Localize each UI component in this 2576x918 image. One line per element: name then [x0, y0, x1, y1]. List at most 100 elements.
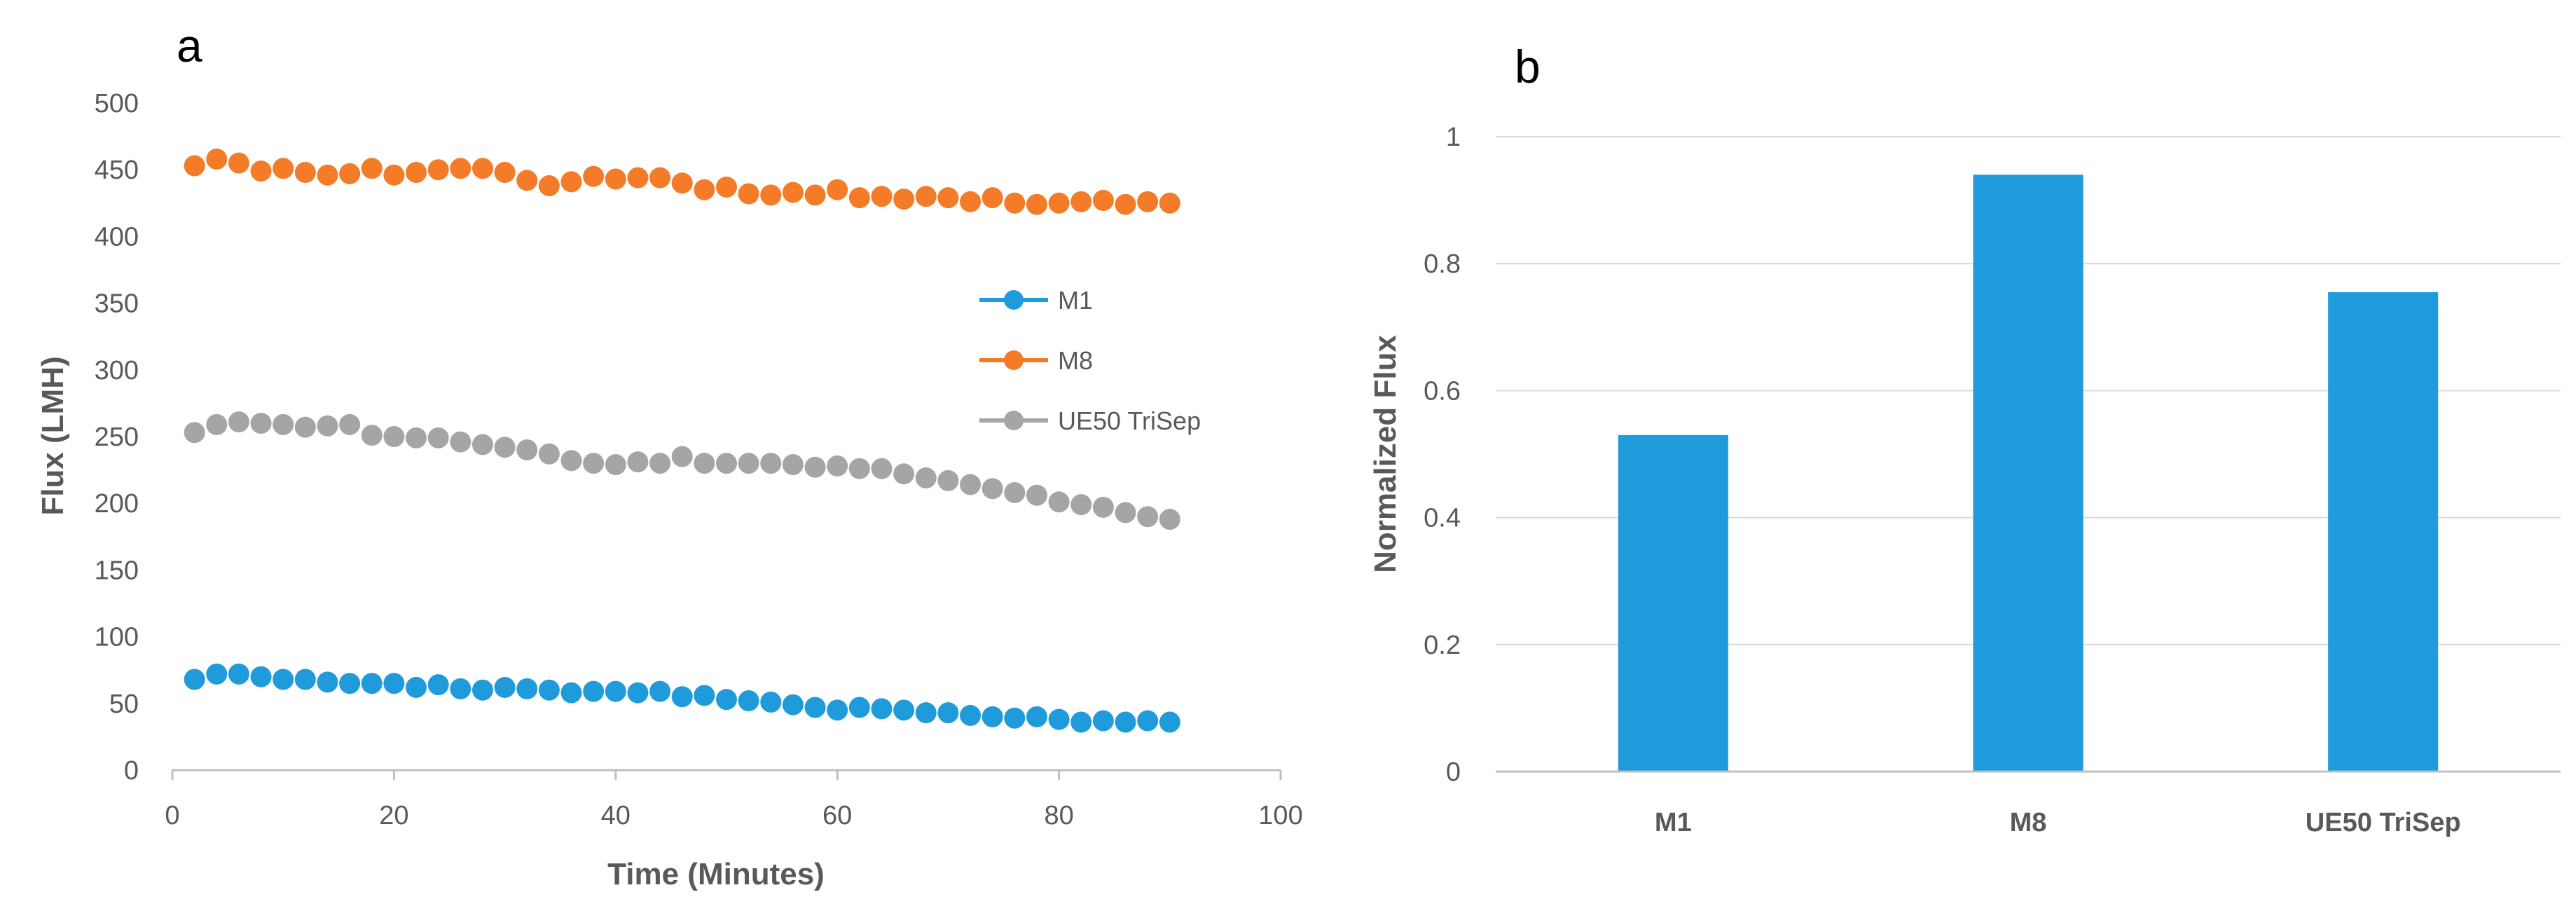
- panel-b-label: b: [1515, 41, 1541, 93]
- panel-a-y-tick-label: 50: [109, 690, 139, 719]
- data-point: [827, 699, 848, 721]
- bar-m8: [1973, 174, 2083, 772]
- panel-a-y-tick-label: 200: [95, 489, 139, 519]
- panel-a-y-tick-label: 350: [95, 289, 139, 319]
- data-point: [294, 162, 316, 184]
- data-point: [228, 411, 249, 433]
- data-point: [848, 187, 870, 209]
- panel-a-y-tick-label: 300: [95, 356, 139, 385]
- panel-b-category-label: M1: [1655, 808, 1692, 837]
- panel-b-y-axis-title: Normalized Flux: [1368, 335, 1403, 573]
- data-point: [937, 187, 959, 209]
- data-point: [716, 689, 737, 711]
- data-point: [560, 171, 582, 193]
- data-point: [406, 162, 427, 184]
- panel-b-category-label: UE50 TriSep: [2306, 808, 2461, 837]
- data-point: [937, 702, 959, 724]
- data-point: [317, 415, 338, 437]
- panel-a-x-tick-label: 40: [601, 801, 631, 830]
- series-ue50-trisep: [184, 411, 1180, 530]
- data-point: [317, 671, 338, 693]
- data-point: [273, 413, 294, 435]
- data-point: [915, 467, 937, 489]
- data-point: [760, 453, 782, 474]
- panel-b-category-label: M8: [2010, 808, 2047, 837]
- data-point: [516, 439, 538, 461]
- panel-b-category-labels: M1 M8 UE50 TriSep: [1655, 808, 2461, 837]
- data-point: [760, 184, 782, 206]
- data-point: [471, 434, 493, 455]
- panel-a-y-tick-label: 250: [95, 423, 139, 452]
- panel-b-y-tick-label: 1: [1446, 123, 1461, 152]
- data-point: [848, 458, 870, 479]
- data-point: [915, 186, 937, 207]
- data-point: [982, 478, 1003, 500]
- data-point: [782, 453, 804, 475]
- data-point: [627, 167, 649, 189]
- panel-a-x-axis-title: Time (Minutes): [607, 857, 825, 891]
- panel-b-y-tick-label: 0.2: [1424, 631, 1461, 660]
- data-point: [1115, 502, 1136, 523]
- data-point: [1092, 710, 1114, 732]
- data-point: [893, 463, 915, 485]
- data-point: [1159, 192, 1180, 214]
- data-point: [206, 148, 228, 170]
- data-point: [1004, 707, 1026, 729]
- panel-b-y-tick-label: 0.6: [1424, 376, 1461, 406]
- data-point: [1092, 189, 1114, 211]
- panel-a-label: a: [177, 20, 202, 71]
- panel-a-x-tick-label: 100: [1258, 801, 1302, 830]
- data-point: [871, 698, 893, 720]
- data-point: [1070, 191, 1092, 212]
- panel-a-y-tick-label: 0: [124, 756, 139, 786]
- data-point: [960, 704, 982, 726]
- bar-m1: [1618, 434, 1728, 772]
- data-point: [1159, 711, 1180, 733]
- data-point: [893, 189, 915, 210]
- panel-a-y-tick-label: 450: [95, 156, 139, 185]
- data-point: [450, 431, 471, 453]
- data-point: [273, 158, 294, 179]
- data-point: [627, 682, 649, 704]
- data-point: [804, 456, 826, 478]
- data-point: [893, 699, 915, 721]
- data-point: [738, 690, 759, 711]
- data-point: [760, 691, 782, 713]
- data-point: [1159, 509, 1180, 530]
- data-point: [716, 453, 737, 474]
- data-point: [339, 163, 361, 184]
- data-point: [583, 453, 605, 474]
- data-point: [339, 673, 361, 694]
- data-point: [206, 663, 228, 685]
- legend-label: M8: [1058, 346, 1093, 375]
- data-point: [427, 674, 449, 696]
- data-point: [494, 162, 516, 184]
- panel-b-y-tick-label: 0.4: [1424, 504, 1461, 533]
- panel-b-y-tick-label: 0: [1446, 758, 1461, 787]
- data-point: [1026, 706, 1047, 727]
- data-point: [494, 676, 516, 698]
- panel-a-y-tick-label: 150: [95, 556, 139, 585]
- data-point: [1048, 491, 1070, 513]
- data-point: [294, 416, 316, 438]
- data-point: [671, 172, 693, 194]
- data-point: [804, 697, 826, 718]
- data-point: [827, 179, 848, 200]
- data-point: [1115, 711, 1136, 733]
- panel-a-x-tick-label: 0: [165, 801, 179, 830]
- data-point: [294, 669, 316, 690]
- data-point: [960, 191, 982, 212]
- data-point: [782, 181, 804, 203]
- data-point: [960, 474, 982, 495]
- data-point: [538, 679, 560, 701]
- panel-a-y-axis-title: Flux (LMH): [36, 356, 70, 515]
- data-point: [982, 187, 1003, 209]
- panel-a-data-points: [184, 148, 1180, 733]
- data-point: [317, 164, 338, 186]
- data-point: [605, 680, 626, 702]
- data-point: [184, 422, 205, 444]
- data-point: [738, 453, 759, 474]
- panel-a-y-tick-label: 500: [95, 89, 139, 118]
- panel-a-x-tick-label: 60: [822, 801, 852, 830]
- data-point: [538, 443, 560, 465]
